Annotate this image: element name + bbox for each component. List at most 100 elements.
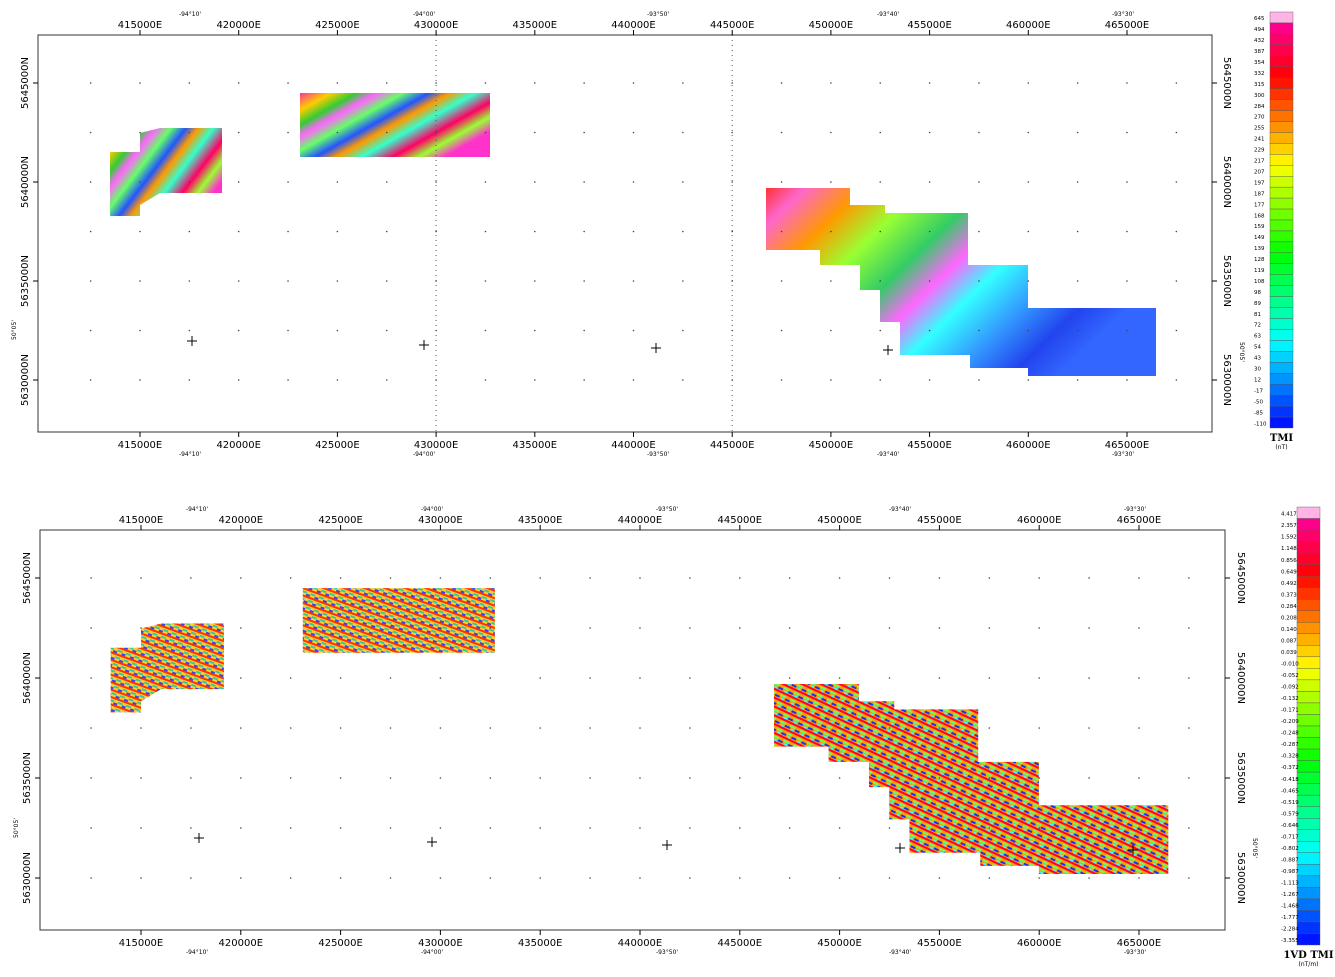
northing-label: 5630000N: [22, 852, 33, 904]
colorbar-label: 187: [1254, 191, 1265, 197]
grid-dot: [139, 280, 141, 282]
grid-dot: [435, 181, 437, 183]
grid-dot: [140, 827, 142, 829]
colorbar-label: 229: [1254, 148, 1265, 154]
longitude-label: -93°40': [877, 451, 899, 458]
northing-label: 5640000N: [20, 156, 31, 208]
grid-dot: [731, 82, 733, 84]
colorbar-swatch: [1297, 738, 1320, 750]
longitude-label: -93°40': [889, 949, 911, 956]
grid-dot: [929, 280, 931, 282]
colorbar-label: 89: [1254, 301, 1261, 307]
grid-dot: [390, 777, 392, 779]
grid-dot: [633, 379, 635, 381]
easting-label: 455000E: [907, 20, 952, 31]
grid-dot: [589, 827, 591, 829]
graticule-cross: [187, 336, 197, 346]
grid-dot: [1038, 777, 1040, 779]
grid-dot: [386, 181, 388, 183]
grid-dot: [1077, 379, 1079, 381]
colorbar-swatch: [1297, 922, 1320, 934]
colorbar-swatch: [1297, 726, 1320, 738]
grid-dot: [583, 379, 585, 381]
grid-dot: [1088, 727, 1090, 729]
grid-dot: [739, 777, 741, 779]
grid-dot: [140, 627, 142, 629]
colorbar-label: 4.417: [1281, 512, 1297, 518]
grid-dot: [440, 777, 442, 779]
grid-dot: [989, 727, 991, 729]
colorbar-label: 0.856: [1281, 558, 1297, 564]
longitude-label: -94°10': [179, 451, 201, 458]
grid-dot: [781, 379, 783, 381]
colorbar-label: -0.372: [1281, 765, 1299, 771]
colorbar-label: 0.373: [1281, 592, 1297, 598]
grid-dot: [731, 181, 733, 183]
grid-dot: [1188, 877, 1190, 879]
easting-label: 465000E: [1105, 20, 1150, 31]
easting-label: 435000E: [518, 938, 563, 949]
grid-dot: [929, 181, 931, 183]
colorbar-label: -3.355: [1281, 938, 1299, 944]
colorbar-swatch: [1270, 34, 1293, 45]
colorbar-swatch: [1297, 588, 1320, 600]
grid-dot: [633, 280, 635, 282]
grid-dot: [189, 379, 191, 381]
grid-dot: [440, 627, 442, 629]
grid-dot: [1038, 827, 1040, 829]
grid-dot: [90, 627, 92, 629]
grid-dot: [539, 877, 541, 879]
grid-dot: [1138, 577, 1140, 579]
colorbar-label: 0.284: [1281, 604, 1297, 610]
grid-dot: [534, 132, 536, 134]
easting-label: 440000E: [611, 20, 656, 31]
colorbar-label: 197: [1254, 180, 1265, 186]
colorbar-swatch: [1297, 853, 1320, 865]
grid-dot: [485, 379, 487, 381]
colorbar-label: 255: [1254, 126, 1265, 132]
grid-dot: [287, 82, 289, 84]
colorbar-label: 494: [1254, 27, 1265, 33]
easting-label: 460000E: [1017, 938, 1062, 949]
easting-label: 415000E: [118, 440, 163, 451]
grid-dot: [639, 577, 641, 579]
easting-label: 425000E: [315, 20, 360, 31]
grid-dot: [190, 677, 192, 679]
colorbar-label: -1.113: [1281, 880, 1299, 886]
colorbar-label: 645: [1254, 16, 1265, 22]
colorbar-swatch: [1270, 242, 1293, 253]
graticule-cross: [194, 833, 204, 843]
longitude-label: -94°10': [179, 11, 201, 18]
colorbar-label: 270: [1254, 115, 1265, 121]
grid-dot: [633, 82, 635, 84]
grid-dot: [190, 577, 192, 579]
grid-dot: [189, 181, 191, 183]
grid-dot: [340, 677, 342, 679]
grid-dot: [1028, 379, 1030, 381]
easting-label: 430000E: [414, 20, 459, 31]
colorbar-label: 81: [1254, 312, 1261, 318]
latitude-label: 50°05': [13, 818, 20, 838]
colorbar-swatch: [1270, 111, 1293, 122]
grid-dot: [190, 777, 192, 779]
grid-dot: [1176, 82, 1178, 84]
grid-dot: [589, 677, 591, 679]
grid-dot: [1077, 82, 1079, 84]
colorbar-swatch: [1297, 761, 1320, 773]
grid-dot: [739, 827, 741, 829]
colorbar-swatch: [1270, 297, 1293, 308]
easting-label: 420000E: [219, 515, 264, 526]
northing-label: 5635000N: [1235, 752, 1246, 804]
grid-dot: [939, 727, 941, 729]
grid-dot: [337, 231, 339, 233]
grid-dot: [240, 677, 242, 679]
colorbar-label: 300: [1254, 93, 1265, 99]
colorbar-label: 315: [1254, 82, 1265, 88]
grid-dot: [1088, 577, 1090, 579]
grid-dot: [939, 627, 941, 629]
grid-dot: [139, 231, 141, 233]
grid-dot: [583, 181, 585, 183]
colorbar-label: -0.052: [1281, 673, 1299, 679]
grid-dot: [682, 330, 684, 332]
grid-dot: [140, 677, 142, 679]
